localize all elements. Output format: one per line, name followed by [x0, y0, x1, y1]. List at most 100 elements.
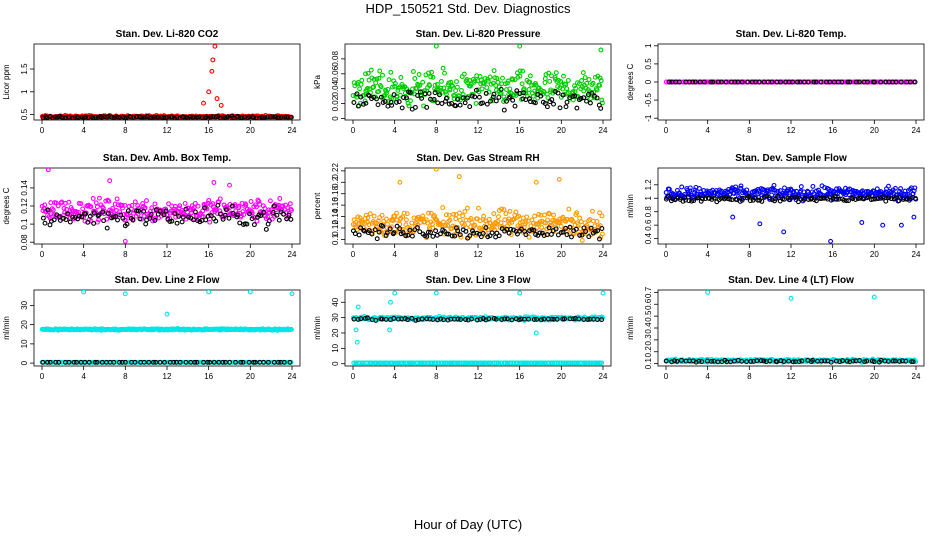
point-black — [424, 316, 430, 322]
point-black — [663, 358, 669, 364]
point-colored — [88, 204, 94, 210]
point-colored — [500, 75, 505, 81]
point-black — [689, 198, 695, 204]
point-black — [532, 100, 538, 106]
outlier-point — [788, 295, 794, 301]
point-colored — [510, 77, 516, 83]
point-colored — [460, 92, 466, 98]
point-colored — [166, 201, 172, 207]
point-black — [239, 115, 245, 120]
point-colored — [898, 186, 904, 192]
point-black — [478, 316, 483, 322]
point-black — [435, 100, 441, 106]
data-points — [39, 44, 294, 120]
point-colored — [679, 184, 685, 190]
outlier-point — [556, 176, 562, 182]
point-black — [374, 96, 379, 102]
point-black — [751, 358, 757, 364]
point-black — [384, 230, 390, 236]
point-black — [261, 209, 267, 215]
point-black — [773, 196, 778, 202]
point-colored — [464, 205, 470, 211]
point-black — [396, 99, 402, 105]
outlier-point — [211, 180, 217, 185]
point-colored — [816, 187, 821, 193]
point-black — [412, 104, 418, 110]
point-black — [399, 105, 405, 111]
point-black — [457, 102, 463, 108]
point-black — [818, 196, 824, 202]
point-black — [692, 79, 698, 85]
point-black — [846, 198, 851, 204]
point-black — [493, 98, 499, 104]
point-black — [843, 198, 849, 204]
point-black — [261, 359, 266, 365]
point-black — [533, 232, 539, 237]
point-colored — [452, 360, 458, 366]
point-black — [227, 359, 233, 365]
point-black — [871, 359, 877, 365]
point-black — [252, 359, 258, 365]
point-black — [903, 358, 909, 364]
point-black — [850, 196, 856, 202]
point-colored — [472, 78, 478, 84]
y-tick-label: 0.04 — [331, 80, 340, 96]
y-tick-label: 0.3 — [644, 334, 653, 346]
x-tick-label: 20 — [870, 126, 879, 135]
point-black — [163, 208, 169, 214]
point-black — [223, 207, 229, 213]
point-black — [40, 359, 46, 365]
point-black — [476, 94, 482, 100]
point-black — [391, 92, 397, 98]
point-black — [181, 114, 186, 120]
x-tick-label: 20 — [557, 372, 566, 381]
point-colored — [523, 219, 529, 225]
point-black — [276, 114, 282, 120]
point-black — [238, 359, 244, 365]
point-black — [491, 91, 497, 97]
point-colored — [457, 210, 462, 216]
point-colored — [236, 203, 242, 209]
point-black — [383, 233, 389, 238]
point-colored — [550, 217, 556, 223]
point-black — [473, 87, 479, 93]
point-colored — [503, 211, 509, 217]
point-colored — [135, 203, 141, 209]
point-black — [813, 198, 819, 204]
point-black — [747, 198, 753, 204]
point-black — [85, 219, 91, 225]
point-black — [910, 359, 916, 365]
point-black — [130, 217, 136, 223]
point-colored — [541, 89, 547, 95]
point-black — [385, 103, 391, 109]
point-black — [394, 223, 400, 229]
panel-title: Stan. Dev. Sample Flow — [735, 153, 847, 164]
point-black — [276, 217, 282, 223]
point-colored — [575, 221, 581, 227]
data-points — [39, 290, 295, 365]
point-black — [509, 317, 515, 323]
point-black — [486, 316, 492, 322]
point-black — [691, 198, 697, 204]
point-black — [790, 359, 796, 365]
point-colored — [566, 206, 572, 212]
point-colored — [256, 198, 262, 204]
point-black — [572, 93, 578, 99]
point-black — [666, 79, 672, 85]
point-colored — [61, 212, 67, 218]
y-tick-label: 0.5 — [20, 108, 29, 120]
point-black — [514, 231, 520, 237]
point-black — [437, 92, 442, 98]
point-colored — [204, 206, 210, 212]
point-black — [527, 228, 533, 234]
x-tick-label: 0 — [351, 126, 356, 135]
point-black — [840, 358, 845, 364]
point-colored — [397, 92, 403, 98]
point-colored — [549, 222, 555, 228]
point-black — [42, 220, 48, 226]
point-black — [872, 79, 877, 85]
point-colored — [243, 202, 249, 208]
outlier-point — [214, 96, 220, 102]
point-black — [506, 230, 512, 236]
point-black — [264, 114, 270, 120]
